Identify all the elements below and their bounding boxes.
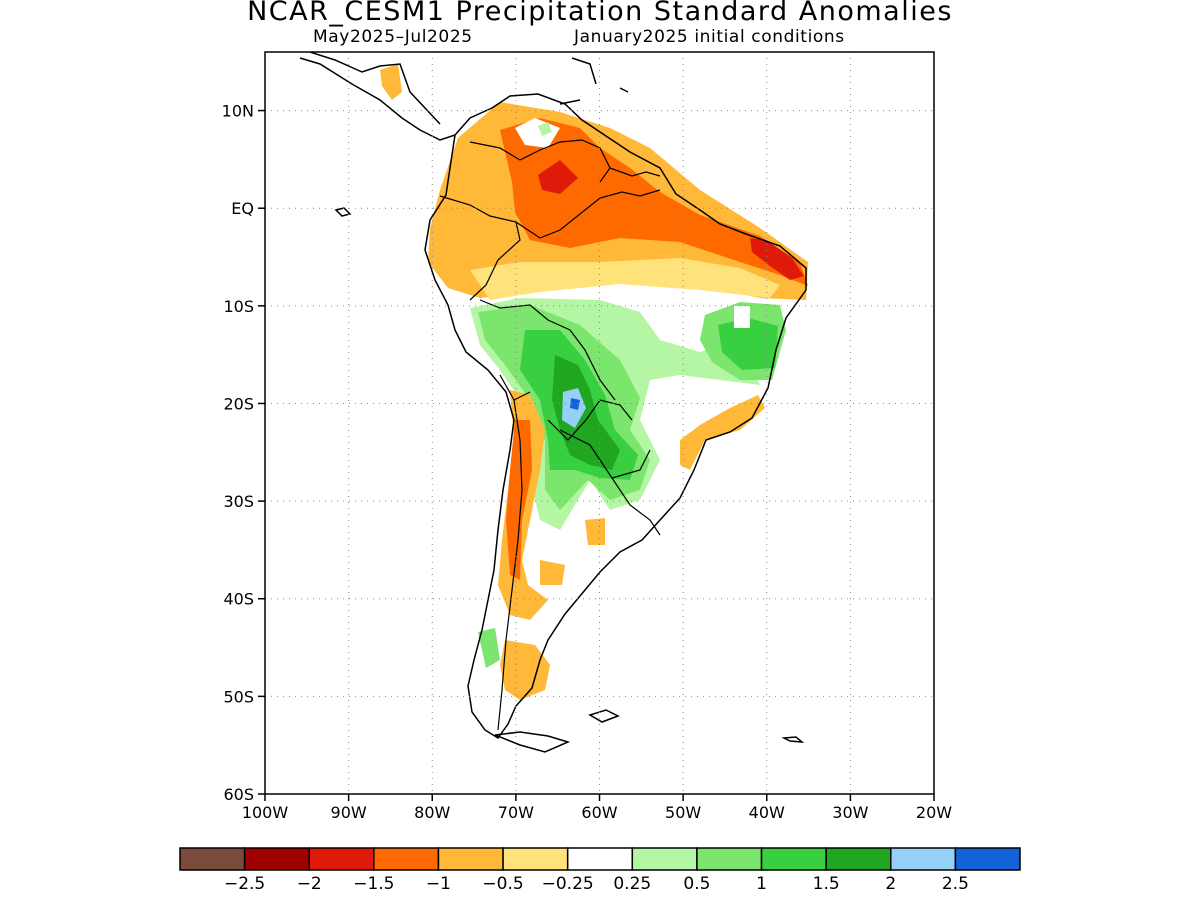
lon-tick-label: 30W (832, 803, 868, 822)
lon-tick-label: 80W (414, 803, 450, 822)
colorbar-swatch (760, 847, 827, 871)
very-dry-anomaly-northeast (750, 238, 804, 280)
colorbar-swatch (502, 847, 569, 871)
colorbar-label: −0.5 (482, 874, 523, 894)
colorbar-label: 2.5 (942, 874, 969, 894)
border-peru-bolivia-brazil (479, 299, 616, 401)
colorbar-swatch (566, 847, 634, 871)
lat-tick-label: 30S (223, 492, 254, 511)
south-america-coastline (424, 93, 807, 740)
strong-dry-anomaly-andes (506, 420, 532, 580)
caribbean-islands (559, 57, 629, 105)
lat-tick-label: 40S (223, 590, 254, 609)
lon-tick-label: 40W (749, 803, 785, 822)
colorbar-label: −0.25 (542, 874, 594, 894)
extreme-wet-anomaly-chaco (570, 398, 580, 410)
border-guianas (609, 167, 661, 177)
colorbar-label: −2 (297, 874, 322, 894)
border-colombia-venezuela (469, 139, 611, 183)
lat-tick-label: 10N (222, 102, 254, 121)
colorbar-swatch (954, 847, 1021, 871)
coastlines (299, 52, 807, 753)
lat-tick-label: 60S (223, 785, 254, 804)
lat-tick-label: EQ (231, 199, 254, 218)
lat-tick-label: 10S (223, 297, 254, 316)
border-colombia-peru-ecuador (439, 195, 521, 301)
lat-tick-label: 20S (223, 394, 254, 413)
colorbar-label: 1 (756, 874, 767, 894)
lon-tick-label: 50W (665, 803, 701, 822)
wet-anomaly-spot-caribbean (538, 122, 552, 136)
dry-anomaly-north-yellow (470, 258, 780, 300)
colorbar-label: −2.5 (224, 874, 265, 894)
south-georgia (781, 736, 805, 743)
anomaly-fields (380, 64, 808, 700)
colorbar-swatch (373, 847, 440, 871)
colorbar: −2.5 −2 −1.5 −1 −0.5 −0.25 0.25 0.5 1 1.5 2 2.5 (179, 847, 1021, 894)
colorbar-label: −1.5 (353, 874, 394, 894)
colorbar-swatch (179, 847, 246, 871)
country-borders (439, 139, 661, 731)
dry-anomaly-central-america (380, 64, 402, 100)
central-america-coastline-north (309, 52, 441, 125)
border-argentina-uruguay-brazil (611, 477, 661, 536)
galapagos-islands (334, 207, 352, 217)
colorbar-label: 0.5 (683, 874, 710, 894)
chart-title: NCAR_CESM1 Precipitation Standard Anomal… (247, 0, 953, 27)
very-dry-anomaly-north (538, 160, 578, 194)
lon-tick-label: 20W (916, 803, 952, 822)
tierra-del-fuego (494, 731, 571, 753)
initial-conditions-subtitle: January2025 initial conditions (574, 27, 845, 47)
dry-anomaly-southeast-coast (680, 395, 765, 470)
central-america-coastline (299, 57, 456, 141)
colorbar-swatch (825, 847, 892, 871)
strong-dry-anomaly-north (500, 118, 808, 286)
colorbar-swatch (631, 847, 698, 871)
colorbar-label: 1.5 (813, 874, 840, 894)
colorbar-label: −1 (426, 874, 451, 894)
colorbar-label: 2 (885, 874, 896, 894)
border-chile-argentina (497, 399, 523, 731)
stronger-wet-anomaly-central (552, 355, 620, 470)
colorbar-swatch (890, 847, 957, 871)
border-peru-chile (499, 374, 531, 401)
colorbar-label: 0.25 (613, 874, 651, 894)
lon-tick-label: 100W (242, 803, 289, 822)
colorbar-swatch (308, 847, 375, 871)
colorbar-swatch (243, 847, 310, 871)
lon-tick-label: 70W (498, 803, 534, 822)
border-bolivia-paraguay (547, 399, 633, 441)
wet-anomaly-patagonia-west (478, 628, 500, 668)
dry-anomaly-argentina (540, 560, 565, 585)
lon-tick-label: 90W (331, 803, 367, 822)
lon-tick-label: 60W (581, 803, 617, 822)
near-normal-northeast (734, 306, 750, 328)
strong-wet-anomaly-northeast (718, 318, 778, 370)
gridlines (265, 52, 934, 794)
lat-tick-label: 50S (223, 687, 254, 706)
falkland-islands (588, 709, 620, 723)
dry-anomaly-patagonia (500, 640, 550, 700)
colorbar-swatch (437, 847, 504, 871)
border-brazil-west (515, 189, 661, 239)
colorbar-swatch (696, 847, 763, 871)
season-subtitle: May2025–Jul2025 (313, 27, 473, 47)
dry-anomaly-uruguay (585, 518, 605, 545)
